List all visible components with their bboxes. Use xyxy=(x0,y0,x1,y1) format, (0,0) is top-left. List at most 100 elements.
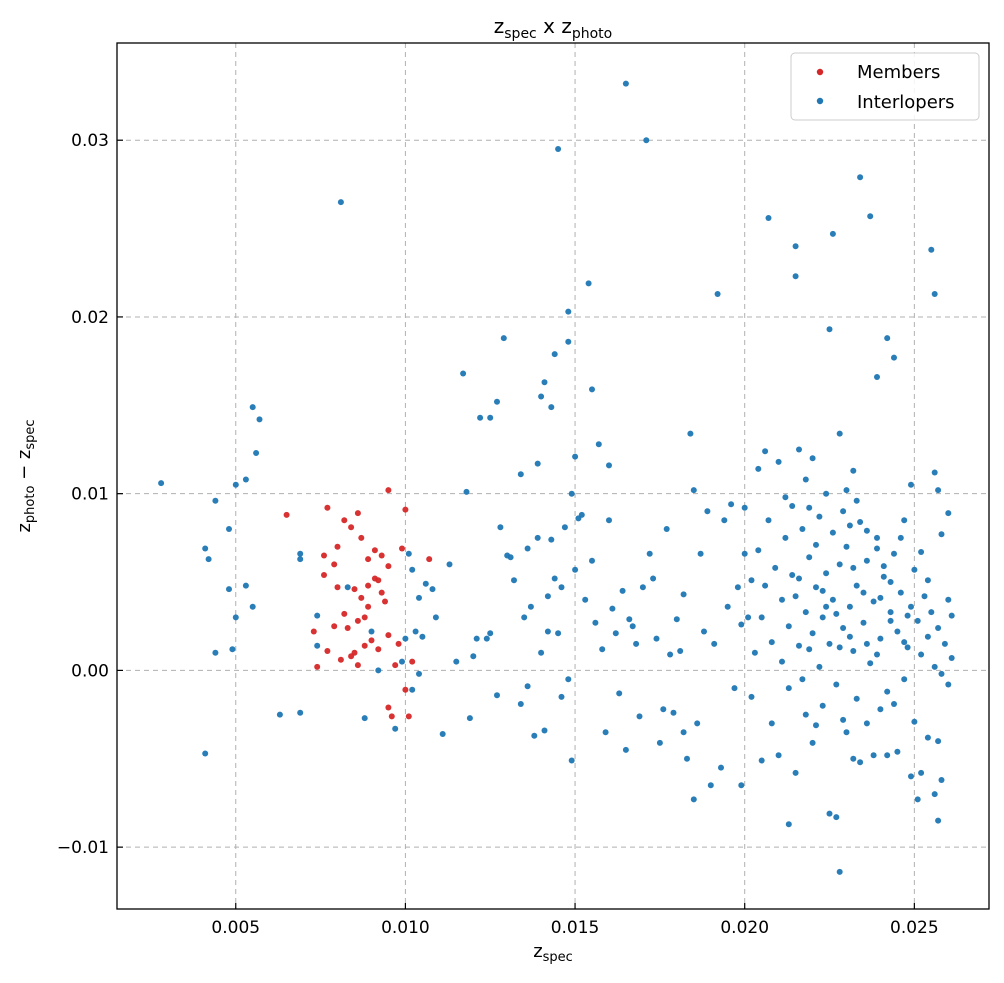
point-interlopers xyxy=(816,663,823,670)
point-interlopers xyxy=(857,519,864,525)
point-interlopers xyxy=(836,430,843,437)
point-interlopers xyxy=(453,658,460,665)
y-tick-label: 0.00 xyxy=(71,661,109,681)
point-interlopers xyxy=(908,603,914,610)
point-interlopers xyxy=(755,465,762,472)
y-tick-label: −0.01 xyxy=(57,838,109,858)
point-interlopers xyxy=(751,649,758,656)
point-interlopers xyxy=(684,755,690,762)
point-interlopers xyxy=(226,586,232,593)
point-interlopers xyxy=(809,630,816,637)
point-interlopers xyxy=(799,676,806,683)
point-interlopers xyxy=(819,587,826,594)
point-interlopers xyxy=(432,614,439,621)
point-interlopers xyxy=(524,545,531,552)
point-members xyxy=(324,648,331,654)
y-tick-label: 0.03 xyxy=(71,131,109,151)
point-interlopers xyxy=(409,686,416,693)
grid-layer xyxy=(117,43,989,909)
point-members xyxy=(388,713,395,720)
point-interlopers xyxy=(836,644,843,651)
point-interlopers xyxy=(867,660,874,667)
point-interlopers xyxy=(768,720,775,727)
point-interlopers xyxy=(870,752,877,759)
ylabel-z-photo: z xyxy=(14,523,35,532)
point-interlopers xyxy=(619,587,626,594)
point-interlopers xyxy=(473,635,480,642)
point-interlopers xyxy=(673,616,680,623)
point-interlopers xyxy=(242,476,249,483)
point-interlopers xyxy=(880,573,887,580)
point-interlopers xyxy=(843,729,850,736)
point-interlopers xyxy=(212,497,219,504)
point-interlopers xyxy=(779,658,785,665)
point-interlopers xyxy=(765,215,772,221)
point-interlopers xyxy=(782,534,789,541)
point-interlopers xyxy=(701,628,707,635)
point-interlopers xyxy=(813,722,819,729)
point-interlopers xyxy=(670,709,677,716)
point-interlopers xyxy=(724,603,731,610)
point-interlopers xyxy=(609,605,616,612)
y-tick-label: 0.01 xyxy=(71,485,109,505)
point-interlopers xyxy=(728,501,735,508)
point-interlopers xyxy=(534,534,541,541)
point-interlopers xyxy=(938,777,945,783)
point-members xyxy=(365,556,372,563)
point-interlopers xyxy=(924,734,931,741)
point-members xyxy=(334,543,341,550)
point-interlopers xyxy=(602,729,609,736)
point-interlopers xyxy=(857,174,864,181)
legend-box xyxy=(790,52,980,121)
point-interlopers xyxy=(477,414,484,421)
point-interlopers xyxy=(439,731,446,737)
point-interlopers xyxy=(524,683,531,690)
point-members xyxy=(392,662,399,669)
point-members xyxy=(348,653,355,660)
point-interlopers xyxy=(833,610,840,617)
point-interlopers xyxy=(748,577,755,584)
point-interlopers xyxy=(819,702,826,709)
point-interlopers xyxy=(813,541,819,548)
point-interlopers xyxy=(948,612,955,619)
point-interlopers xyxy=(232,614,239,621)
point-members xyxy=(399,545,405,552)
point-interlopers xyxy=(863,640,870,647)
title-z-spec: z xyxy=(494,14,505,38)
point-interlopers xyxy=(585,280,592,287)
point-interlopers xyxy=(660,706,667,713)
point-interlopers xyxy=(419,633,426,640)
point-interlopers xyxy=(891,354,897,361)
point-interlopers xyxy=(796,642,802,649)
point-interlopers xyxy=(938,670,945,677)
point-interlopers xyxy=(829,529,836,536)
point-interlopers xyxy=(500,335,507,342)
point-interlopers xyxy=(558,693,565,700)
point-interlopers xyxy=(809,455,816,462)
point-interlopers xyxy=(667,651,674,658)
point-interlopers xyxy=(796,575,802,582)
point-interlopers xyxy=(836,561,843,568)
ylabel-minus: − xyxy=(14,459,35,486)
point-interlopers xyxy=(755,547,762,554)
point-interlopers xyxy=(850,648,857,654)
point-interlopers xyxy=(517,701,524,707)
point-interlopers xyxy=(616,690,623,697)
point-interlopers xyxy=(918,549,925,555)
ylabel-sub-spec: spec xyxy=(23,419,38,449)
point-interlopers xyxy=(572,453,579,460)
point-interlopers xyxy=(337,199,344,206)
point-members xyxy=(371,547,378,554)
point-interlopers xyxy=(897,534,904,541)
point-interlopers xyxy=(843,543,850,550)
point-interlopers xyxy=(575,515,582,522)
legend-label-interlopers: Interlopers xyxy=(857,92,955,113)
point-interlopers xyxy=(416,594,422,601)
point-interlopers xyxy=(463,488,470,495)
point-interlopers xyxy=(870,598,877,605)
point-interlopers xyxy=(806,554,813,561)
point-members xyxy=(395,640,402,647)
point-interlopers xyxy=(497,524,504,531)
point-members xyxy=(354,617,361,624)
